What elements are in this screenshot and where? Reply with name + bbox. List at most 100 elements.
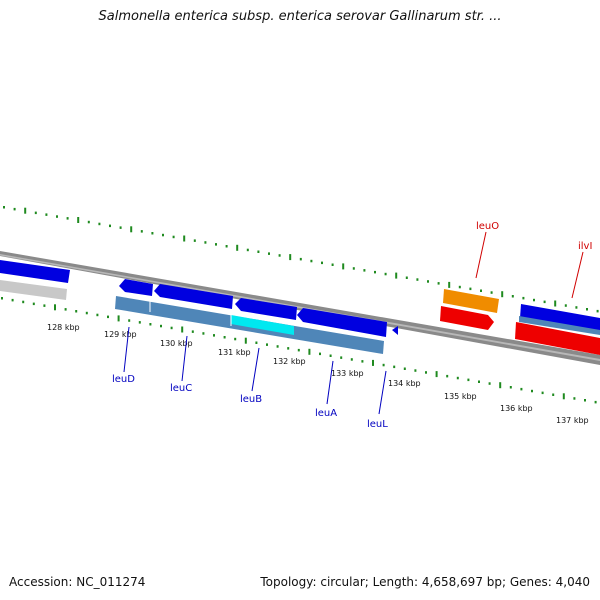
minor-tick — [87, 220, 90, 224]
minor-tick — [352, 267, 355, 270]
minor-tick — [128, 319, 131, 322]
minor-tick — [319, 352, 321, 356]
minor-tick — [98, 222, 101, 226]
minor-tick — [287, 347, 290, 350]
minor-tick — [531, 389, 533, 393]
minor-tick — [193, 239, 196, 242]
minor-tick — [1, 297, 3, 300]
minor-tick — [138, 321, 141, 324]
minor-tick — [321, 261, 323, 265]
minor-tick — [478, 380, 480, 383]
minor-tick — [149, 323, 152, 326]
kbp-tick-label: 134 kbp — [388, 379, 421, 388]
minor-tick — [596, 309, 599, 313]
forward-cds-left — [0, 260, 70, 283]
minor-tick — [213, 334, 215, 337]
minor-tick — [586, 308, 588, 311]
major-tick — [435, 371, 438, 378]
kbp-tick-label: 130 kbp — [160, 339, 193, 348]
backbone-highlight — [0, 254, 600, 361]
minor-tick — [257, 250, 260, 253]
minor-tick — [573, 397, 576, 400]
minor-tick — [511, 295, 514, 298]
major-tick — [289, 254, 292, 261]
minor-tick — [299, 257, 302, 261]
kbp-tick-label: 128 kbp — [47, 323, 80, 332]
major-tick — [183, 235, 186, 242]
major-tick — [130, 226, 133, 233]
minor-tick — [107, 315, 109, 319]
minor-tick — [458, 285, 461, 289]
minor-tick — [172, 235, 175, 239]
minor-tick — [414, 369, 417, 372]
kbp-tick-label: 129 kbp — [104, 330, 137, 339]
minor-tick — [533, 298, 535, 302]
kbp-labels: 128 kbp 129 kbp 130 kbp 131 kbp 132 kbp 133 k… — [47, 323, 589, 425]
minor-tick — [276, 345, 279, 348]
red-cds-arrow — [440, 306, 494, 330]
gene-label: leuB — [240, 394, 262, 405]
minor-tick — [234, 337, 237, 341]
minor-tick — [278, 254, 281, 257]
map-title: Salmonella enterica subsp. enterica sero… — [98, 9, 502, 24]
minor-tick — [382, 363, 385, 367]
minor-tick — [425, 371, 427, 374]
minor-tick — [75, 310, 78, 313]
minor-tick — [34, 211, 37, 215]
minor-tick — [427, 280, 429, 283]
minor-tick — [331, 263, 334, 266]
minor-tick — [11, 298, 14, 302]
minor-tick — [297, 348, 300, 352]
minor-tick — [170, 326, 173, 330]
minor-tick — [350, 358, 353, 361]
minor-tick — [446, 374, 449, 378]
minor-tick — [403, 367, 406, 370]
minor-tick — [66, 217, 69, 220]
minor-tick — [488, 382, 491, 385]
minor-tick — [151, 232, 154, 235]
minor-tick — [340, 356, 343, 359]
operon-block-highlight — [231, 315, 294, 335]
gene-label: leuC — [170, 383, 192, 394]
minor-tick — [490, 291, 493, 294]
kbp-tick-label: 136 kbp — [500, 404, 533, 413]
kbp-tick-label: 135 kbp — [444, 392, 477, 401]
major-tick — [244, 337, 247, 344]
gene-label: ilvI — [578, 241, 592, 252]
cds-arrow-3 — [235, 298, 297, 320]
kbp-tick-label: 137 kbp — [556, 416, 589, 425]
topology-summary: Topology: circular; Length: 4,658,697 bp… — [260, 575, 590, 589]
minor-tick — [246, 248, 249, 252]
minor-tick — [405, 276, 408, 279]
major-tick — [54, 304, 56, 311]
minor-tick — [374, 270, 376, 274]
minor-tick — [467, 378, 470, 382]
minor-tick — [191, 330, 194, 333]
cds-arrow-1 — [119, 279, 153, 296]
minor-tick — [543, 300, 546, 304]
major-tick — [77, 217, 80, 223]
minor-tick — [552, 393, 555, 396]
minor-tick — [384, 272, 387, 276]
minor-tick — [361, 360, 364, 363]
minor-tick — [56, 215, 58, 218]
major-tick — [395, 272, 398, 279]
major-tick — [181, 326, 184, 333]
accession-text: Accession: NC_011274 — [9, 575, 146, 589]
cds-arrow-2 — [154, 284, 233, 309]
gene-label: leuL — [367, 419, 388, 430]
forward-cds-right — [520, 304, 600, 331]
minor-tick — [160, 324, 162, 328]
minor-tick — [22, 300, 25, 304]
minor-tick — [255, 341, 258, 344]
minor-tick — [584, 399, 586, 402]
outer-tick-row — [3, 206, 599, 313]
gene-label: leuA — [315, 408, 337, 419]
major-tick — [448, 281, 451, 288]
major-tick — [308, 348, 311, 355]
kbp-tick-label: 132 kbp — [273, 357, 306, 366]
minor-tick — [564, 304, 567, 307]
gene-label: leuO — [476, 221, 499, 232]
major-tick — [554, 300, 557, 307]
